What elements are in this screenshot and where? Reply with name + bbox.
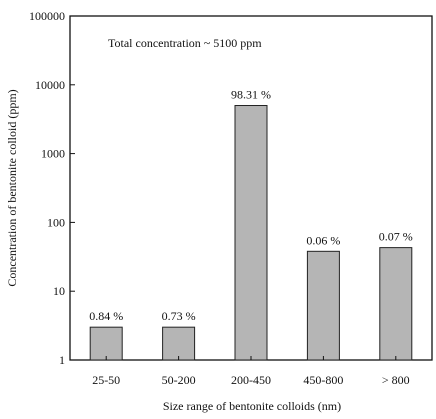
data-labels: 0.84 % 0.73 % 98.31 % 0.06 % 0.07 % bbox=[89, 88, 413, 324]
x-tick-label: 25-50 bbox=[92, 373, 120, 387]
bar bbox=[89, 326, 123, 361]
bar bbox=[162, 326, 196, 361]
y-axis-ticks: 1 10 100 1000 10000 100000 bbox=[29, 9, 75, 367]
bar bbox=[234, 105, 268, 361]
data-label: 98.31 % bbox=[231, 88, 271, 102]
x-tick-label: 450-800 bbox=[303, 373, 343, 387]
total-concentration-annotation: Total concentration ~ 5100 ppm bbox=[108, 36, 262, 50]
y-tick-label: 1000 bbox=[41, 147, 65, 161]
data-label: 0.84 % bbox=[89, 309, 123, 323]
bars bbox=[89, 105, 413, 361]
x-tick-label: 200-450 bbox=[231, 373, 271, 387]
bar bbox=[379, 247, 413, 361]
y-tick-label: 1 bbox=[59, 353, 65, 367]
data-label: 0.07 % bbox=[379, 230, 413, 244]
data-label: 0.73 % bbox=[162, 309, 196, 323]
y-tick-label: 10 bbox=[53, 284, 65, 298]
y-tick-label: 100 bbox=[47, 215, 65, 229]
x-axis-tick-labels: 25-50 50-200 200-450 450-800 > 800 bbox=[92, 356, 410, 387]
data-label: 0.06 % bbox=[306, 233, 340, 247]
x-tick-label: 50-200 bbox=[162, 373, 196, 387]
x-axis-title: Size range of bentonite colloids (nm) bbox=[163, 399, 341, 413]
bar bbox=[306, 250, 340, 361]
y-tick-label: 10000 bbox=[35, 78, 65, 92]
x-tick-label: > 800 bbox=[382, 373, 410, 387]
y-tick-label: 100000 bbox=[29, 9, 65, 23]
y-axis-title: Concentration of bentonite colloid (ppm) bbox=[5, 89, 19, 286]
